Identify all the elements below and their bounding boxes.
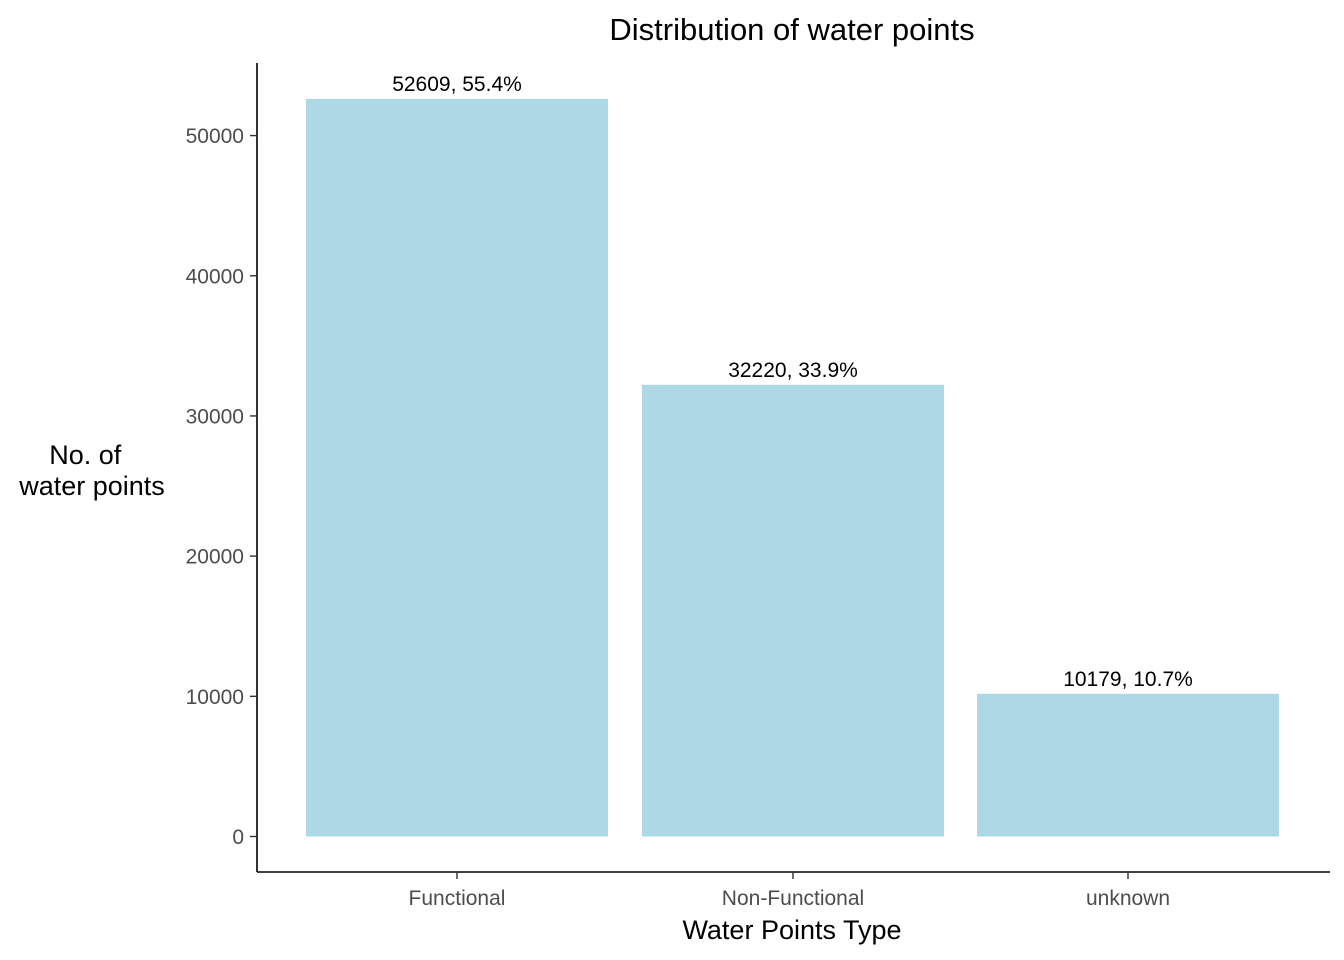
x-tick-label: Functional	[409, 887, 506, 910]
data-label: 32220, 33.9%	[728, 359, 858, 382]
y-tick-label: 50000	[186, 125, 244, 148]
x-tick-label: unknown	[1086, 887, 1170, 910]
y-tick-label: 0	[232, 826, 244, 849]
bar-unknown	[977, 693, 1279, 837]
x-axis-title: Water Points Type	[682, 915, 901, 945]
bars-group	[306, 99, 1279, 837]
y-tick-label: 10000	[186, 686, 244, 709]
data-labels-group: 52609, 55.4% 32220, 33.9% 10179, 10.7%	[392, 73, 1193, 691]
data-label: 52609, 55.4%	[392, 73, 522, 96]
chart-title: Distribution of water points	[609, 12, 974, 47]
x-tick-label: Non-Functional	[722, 887, 864, 910]
y-axis-title: No. of water points	[18, 440, 165, 501]
x-axis: Functional Non-Functional unknown	[257, 871, 1330, 910]
y-tick-label: 40000	[186, 265, 244, 288]
bar-non-functional	[642, 384, 944, 837]
y-axis-title-line-2: water points	[18, 471, 165, 501]
y-tick-label: 20000	[186, 546, 244, 569]
y-axis: 0 10000 20000 30000 40000 50000	[186, 63, 258, 872]
bar-functional	[306, 99, 608, 837]
y-axis-title-line-1: No. of	[49, 440, 122, 470]
data-label: 10179, 10.7%	[1063, 668, 1193, 691]
y-tick-label: 30000	[186, 405, 244, 428]
